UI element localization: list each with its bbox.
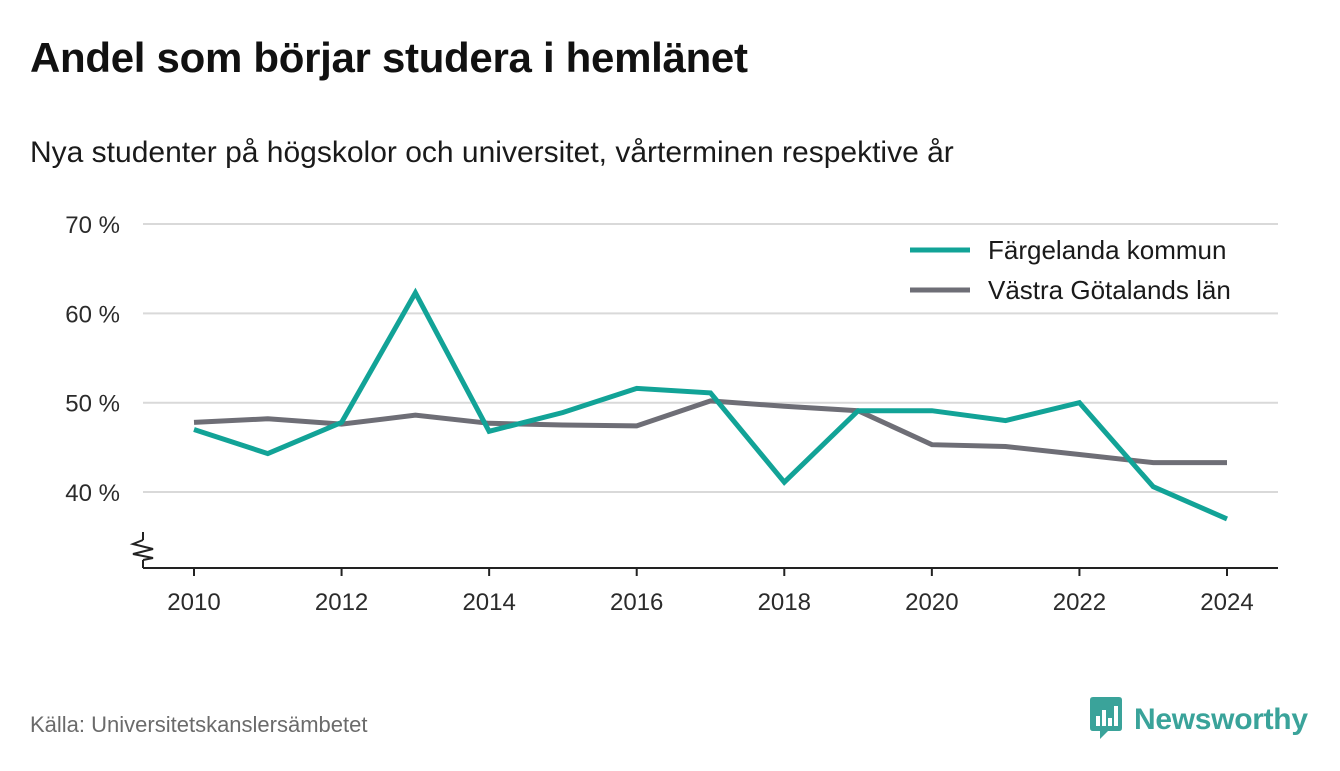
x-tick-label: 2024 <box>1200 589 1253 616</box>
series-line <box>193 398 1227 466</box>
x-tick-label: 2020 <box>905 589 958 616</box>
axes: 40 % 50 % 60 % 70 % 2010 2012 2014 2016 2018 2020… <box>65 212 1278 616</box>
line-chart: 40 % 50 % 60 % 70 % 2010 2012 2014 2016 2018 2020… <box>65 212 1278 616</box>
legend: Färgelanda kommun Västra Götalands län <box>900 228 1270 312</box>
newsworthy-logo-icon <box>1088 696 1124 745</box>
chart-title: Andel som börjar studera i hemlänet <box>30 34 748 81</box>
brand-logo[interactable]: Newsworthy <box>1088 696 1308 745</box>
source-note: Källa: Universitetskanslersämbetet <box>30 712 368 737</box>
y-tick-label: 70 % <box>65 212 120 239</box>
axis-break-icon <box>129 539 154 561</box>
x-tick-label: 2022 <box>1053 589 1106 616</box>
legend-background <box>900 228 1270 312</box>
y-tick-label: 50 % <box>65 391 120 418</box>
series-line <box>193 287 1228 522</box>
gridlines <box>143 223 1278 494</box>
y-tick-label: 40 % <box>65 480 120 507</box>
series-lines <box>193 287 1228 522</box>
x-tick-label: 2018 <box>758 589 811 616</box>
x-tick-label: 2014 <box>462 589 515 616</box>
x-tick-label: 2010 <box>167 589 220 616</box>
x-tick-label: 2016 <box>610 589 663 616</box>
legend-label: Färgelanda kommun <box>988 235 1226 265</box>
legend-label: Västra Götalands län <box>988 275 1231 305</box>
x-tick-label: 2012 <box>315 589 368 616</box>
y-tick-label: 60 % <box>65 301 120 328</box>
brand-name: Newsworthy <box>1134 703 1308 736</box>
chart-subtitle: Nya studenter på högskolor och universit… <box>30 136 954 169</box>
